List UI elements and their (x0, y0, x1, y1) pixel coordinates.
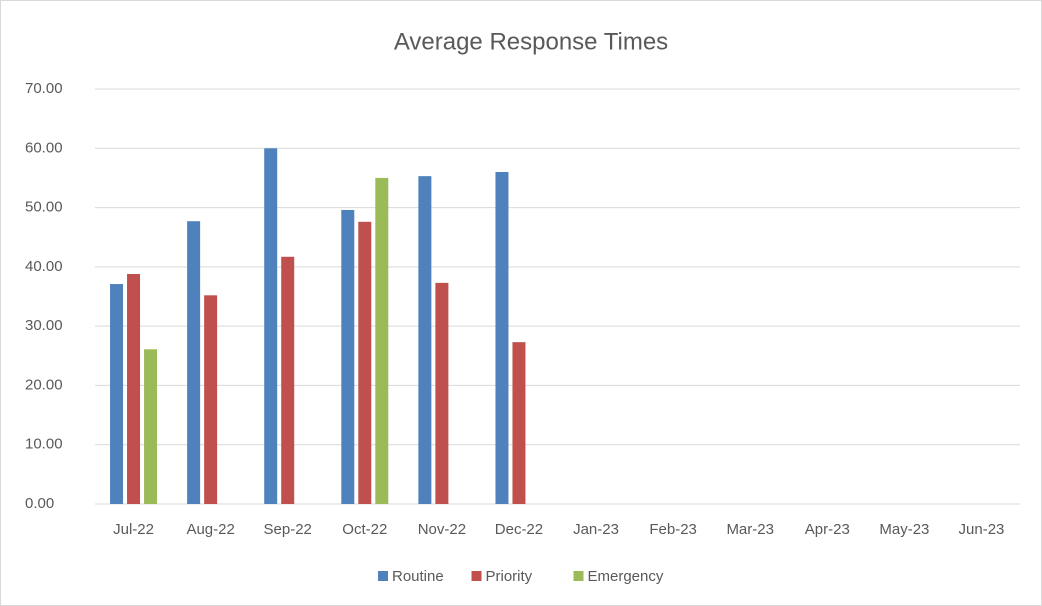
y-tick-label: 40.00 (25, 258, 63, 275)
bar (512, 342, 526, 504)
x-tick-label: Apr-23 (805, 521, 850, 538)
x-tick-label: Feb-23 (649, 521, 697, 538)
x-tick-label: Dec-22 (495, 521, 543, 538)
bar (144, 349, 158, 504)
legend-label: Priority (486, 568, 533, 585)
y-tick-label: 0.00 (25, 495, 54, 512)
y-tick-label: 20.00 (25, 376, 63, 393)
x-tick-label: Aug-22 (186, 521, 234, 538)
legend-swatch (378, 571, 388, 581)
y-tick-label: 70.00 (25, 80, 63, 97)
y-tick-label: 10.00 (25, 436, 63, 453)
y-tick-label: 60.00 (25, 139, 63, 156)
bar (375, 177, 389, 504)
legend-label: Emergency (588, 568, 664, 585)
legend-swatch (471, 571, 482, 581)
bar (264, 148, 278, 505)
bar (204, 295, 218, 504)
bar (281, 256, 295, 504)
x-tick-label: Sep-22 (264, 521, 312, 538)
bar (110, 284, 124, 504)
legend-swatch (573, 571, 584, 581)
x-tick-label: May-23 (879, 521, 929, 538)
chart-title: Average Response Times (394, 28, 668, 55)
bar (418, 176, 432, 504)
x-tick-label: Nov-22 (418, 521, 466, 538)
bar (495, 172, 509, 504)
bar (127, 273, 141, 504)
x-tick-label: Mar-23 (726, 521, 774, 538)
x-tick-label: Jun-23 (959, 521, 1005, 538)
x-tick-label: Oct-22 (342, 521, 387, 538)
x-tick-label: Jul-22 (113, 521, 154, 538)
bar (358, 221, 372, 505)
y-tick-label: 30.00 (25, 317, 63, 334)
bar (341, 209, 355, 504)
legend-label: Routine (392, 568, 444, 585)
x-tick-label: Jan-23 (573, 521, 619, 538)
bar (435, 282, 449, 504)
y-tick-label: 50.00 (25, 199, 63, 216)
bar (187, 221, 201, 504)
